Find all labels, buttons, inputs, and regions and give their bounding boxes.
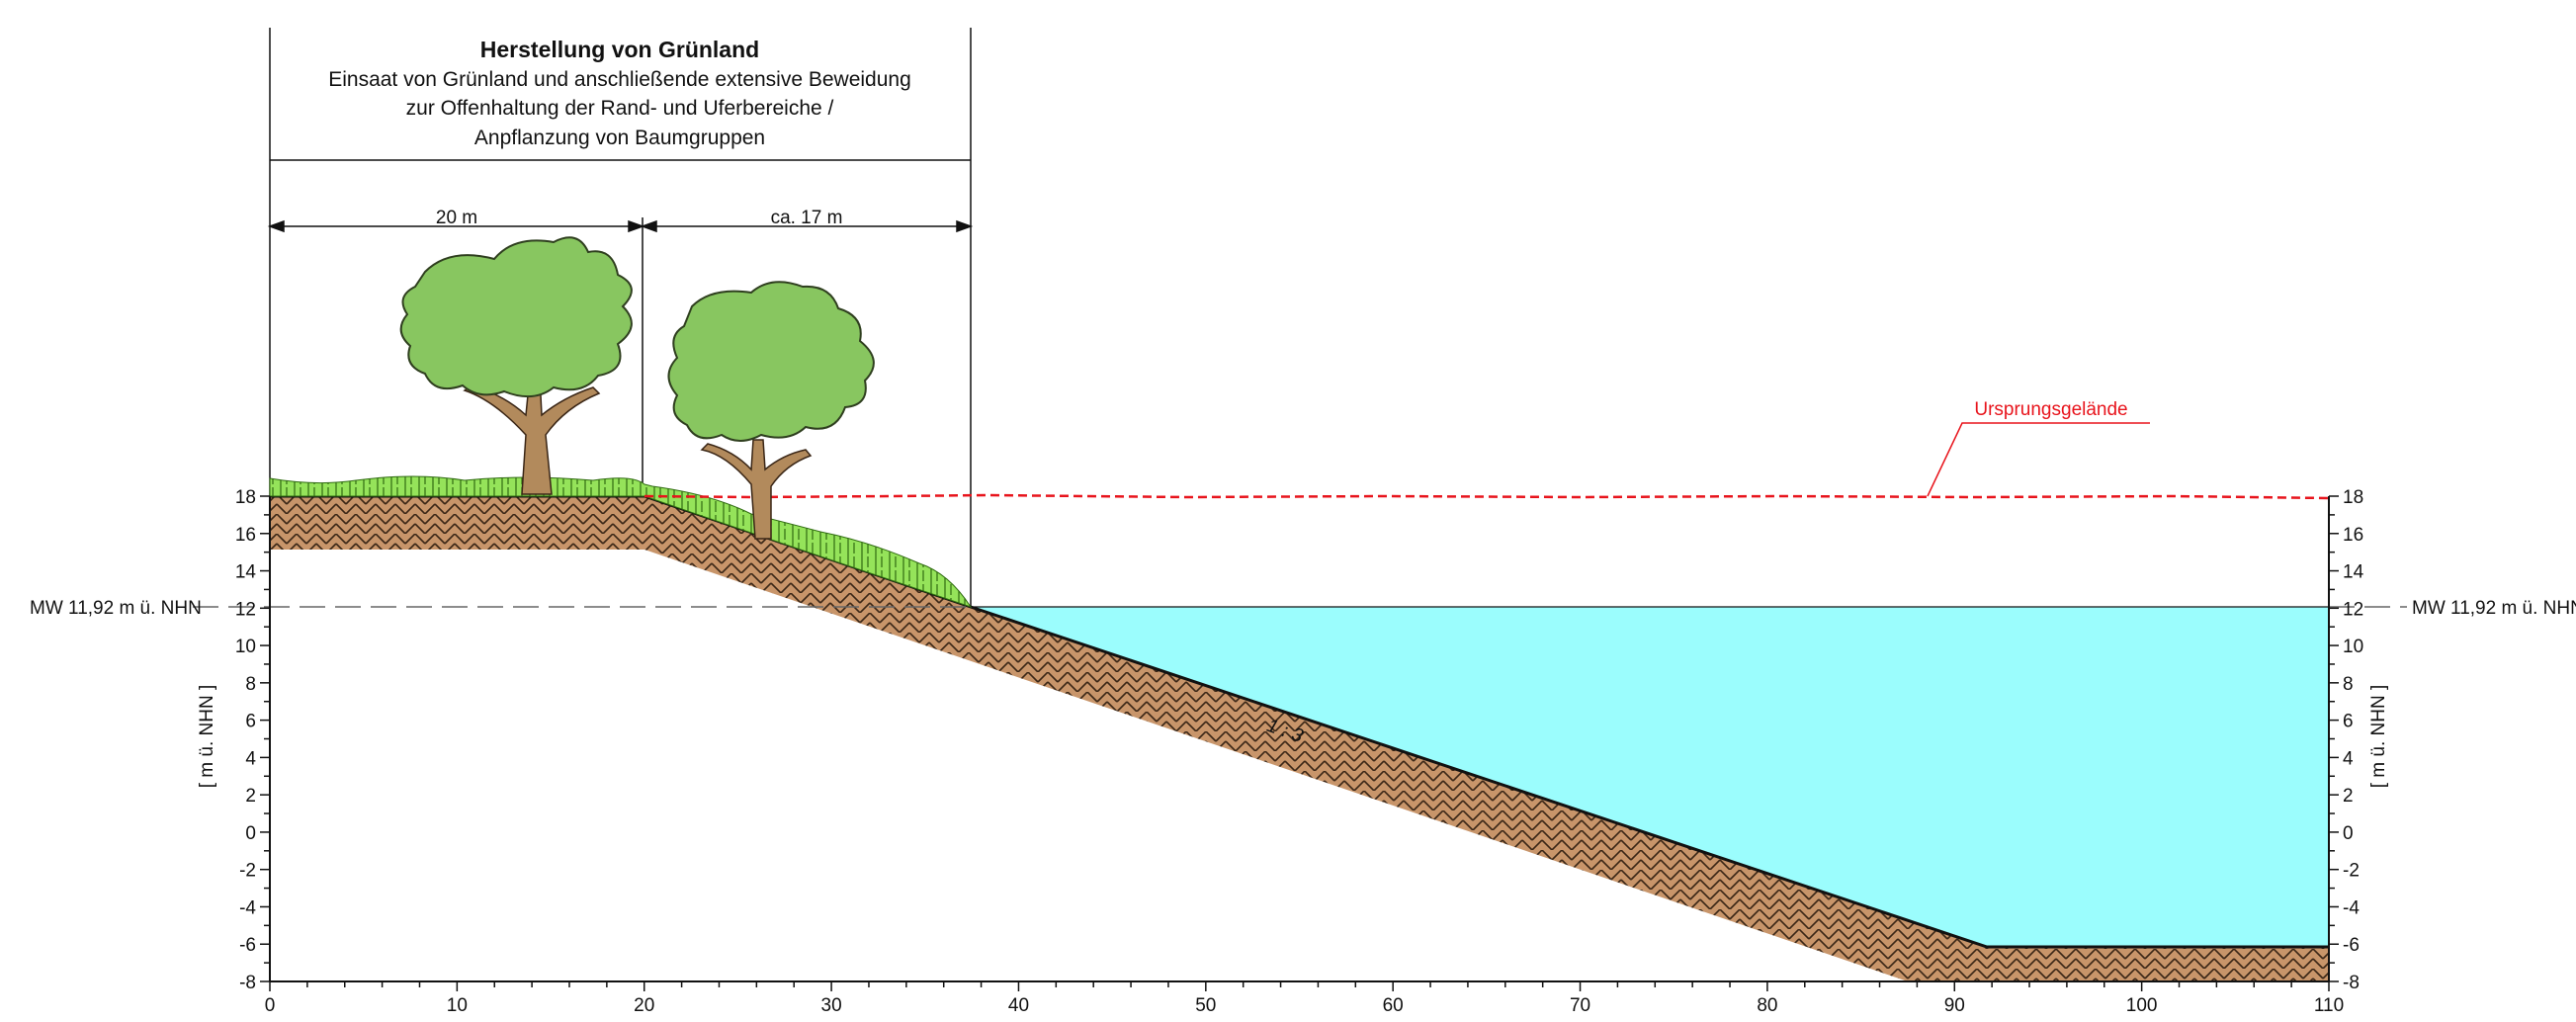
y-tick-label-right: 12 xyxy=(2343,599,2363,620)
water-body xyxy=(971,607,2329,947)
y-tick-label-right: 4 xyxy=(2343,748,2354,769)
x-tick-label: 80 xyxy=(1757,995,1777,1016)
y-tick-label-left: 0 xyxy=(245,823,256,844)
y-tick-label-right: 2 xyxy=(2343,786,2354,807)
axes: -8 -8 -6 -6 -4 -4 -2 -2 0 0 2 2 4 4 6 6 8 8 10 10 12 12 14 14 16… xyxy=(235,487,2364,1016)
y-tick-label-left: 10 xyxy=(235,637,256,657)
mw-label-left: MW 11,92 m ü. NHN xyxy=(30,598,202,619)
y-tick-label-left: 16 xyxy=(235,525,256,546)
tree-icon xyxy=(667,281,875,540)
dimension-lines xyxy=(267,217,974,496)
x-tick-label: 110 xyxy=(2314,995,2344,1016)
x-tick-label: 70 xyxy=(1570,995,1590,1016)
x-tick-label: 90 xyxy=(1944,995,1965,1016)
grass-strip xyxy=(269,475,973,608)
x-tick-label: 60 xyxy=(1383,995,1404,1016)
x-tick-label: 100 xyxy=(2126,995,2158,1016)
y-tick-label-right: -8 xyxy=(2343,973,2360,993)
y-tick-label-left: -8 xyxy=(239,973,256,993)
original-terrain-line xyxy=(644,493,2330,500)
header-line-2: zur Offenhaltung der Rand- und Uferberei… xyxy=(406,97,834,120)
y-tick-label-right: 8 xyxy=(2343,674,2354,695)
x-tick-label: 30 xyxy=(821,995,842,1016)
original-terrain-label: Ursprungsgelände xyxy=(1974,399,2127,420)
header-line-1: Einsaat von Grünland und anschließende e… xyxy=(328,68,911,91)
header-line-3: Anpflanzung von Baumgruppen xyxy=(474,127,765,149)
y-tick-label-left: 6 xyxy=(245,712,256,732)
tree-icon xyxy=(399,236,633,495)
dimension-right: ca. 17 m xyxy=(771,208,843,228)
terrain-leader-line xyxy=(1927,422,2150,497)
y-tick-label-left: 8 xyxy=(245,674,256,695)
y-tick-label-left: -2 xyxy=(239,861,256,882)
y-tick-label-left: 2 xyxy=(245,786,256,807)
x-tick-label: 20 xyxy=(634,995,654,1016)
y-tick-label-left: 12 xyxy=(235,599,256,620)
y-tick-label-left: 4 xyxy=(245,748,256,769)
y-axis-label-right: [ m ü. NHN ] xyxy=(2368,685,2389,789)
y-tick-label-right: -2 xyxy=(2343,861,2360,882)
header-title: Herstellung von Grünland xyxy=(480,37,759,62)
soil-layer xyxy=(270,496,2329,981)
y-tick-label-right: 6 xyxy=(2343,712,2354,732)
y-tick-label-right: -4 xyxy=(2343,897,2360,918)
x-tick-label: 10 xyxy=(447,995,468,1016)
y-tick-label-left: -4 xyxy=(239,897,256,918)
y-tick-label-right: 0 xyxy=(2343,823,2354,844)
y-tick-label-left: 18 xyxy=(235,487,256,508)
y-tick-label-right: -6 xyxy=(2343,935,2360,956)
y-tick-label-left: -6 xyxy=(239,935,256,956)
x-tick-label: 0 xyxy=(265,995,276,1016)
x-tick-label: 50 xyxy=(1195,995,1216,1016)
y-tick-label-right: 16 xyxy=(2343,525,2363,546)
y-axis-label-left: [ m ü. NHN ] xyxy=(197,685,217,789)
x-tick-label: 40 xyxy=(1008,995,1029,1016)
dimension-left: 20 m xyxy=(436,208,477,228)
y-tick-label-right: 10 xyxy=(2343,637,2363,657)
y-tick-label-right: 18 xyxy=(2343,487,2363,508)
y-tick-label-left: 14 xyxy=(235,562,257,583)
y-tick-label-right: 14 xyxy=(2343,562,2364,583)
mw-label-right: MW 11,92 m ü. NHN xyxy=(2412,598,2576,619)
